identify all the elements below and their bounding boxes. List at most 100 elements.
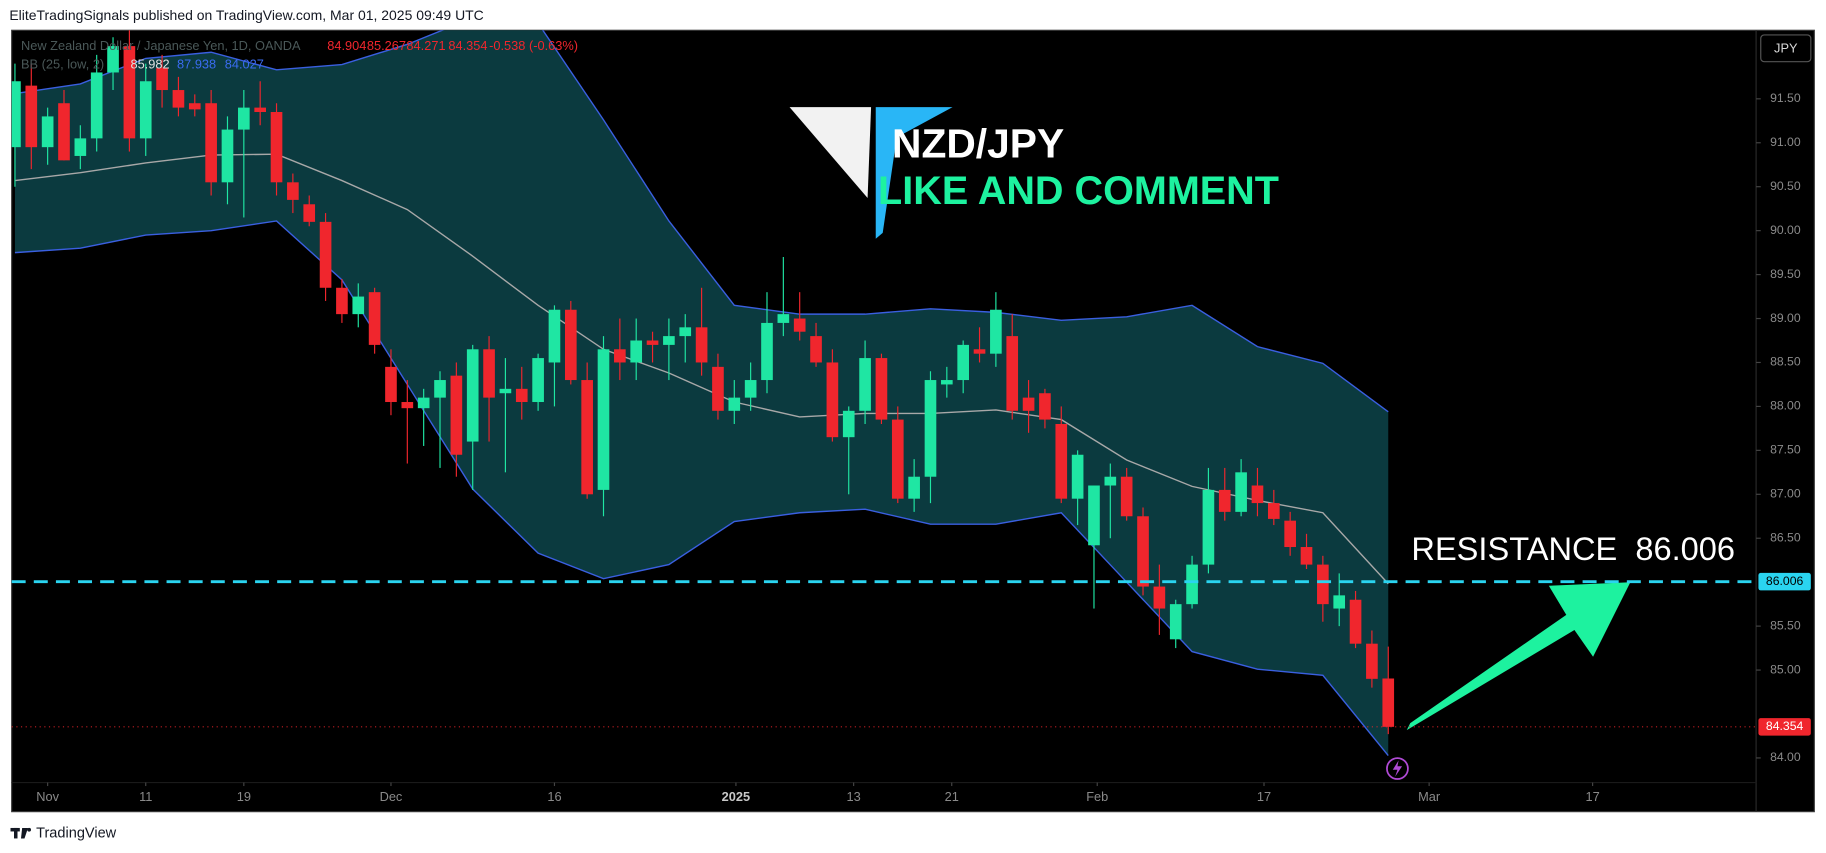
candle-body [581,380,593,495]
candle-body [1218,489,1231,512]
candle-body [712,366,724,411]
candle-body [41,116,54,148]
candle-body [172,90,185,108]
candle-body [188,103,201,110]
candle-body [238,107,250,130]
candle-body [859,358,871,411]
candle-body [58,103,70,161]
legend-symbol: New Zealand Dollar / Japanese Yen, 1D, O… [21,38,301,53]
candle-body [1267,503,1280,519]
x-tick-label: 13 [847,789,861,804]
candle-body [564,309,577,381]
candle-body [1169,604,1182,640]
candle-body [990,309,1002,354]
candle-body [156,68,168,91]
resistance-price-box [1758,572,1811,591]
candle-body [1006,336,1019,411]
logo-white [789,107,872,198]
x-tick-label: 11 [139,789,152,804]
candle-body [417,397,430,409]
candle-body [401,402,414,409]
y-tick-label: 90.00 [1770,223,1801,237]
y-tick-label: 88.00 [1770,399,1801,413]
logo-blue [875,107,953,239]
candle-body [663,336,675,345]
candles [11,30,1395,735]
candle-body [74,138,87,156]
candle-body [139,81,152,139]
candle-body [123,46,136,139]
candle-body [891,419,904,499]
y-tick-label: 85.50 [1770,618,1801,632]
candle-body [385,366,397,403]
candle-body [1317,564,1329,605]
x-tick-label: Nov [36,789,59,804]
candle-body [483,349,495,398]
x-tick-label: 21 [945,789,959,804]
candle-body [614,349,626,363]
last-price-label: 84.354 [1766,719,1804,733]
x-tick-label: Dec [380,789,403,804]
y-tick-label: 86.50 [1770,530,1801,544]
candle-body [793,318,806,332]
candle-body [270,112,283,183]
currency-button[interactable] [1760,34,1812,63]
alert-bolt [1392,760,1403,777]
y-tick-label: 91.50 [1770,91,1801,105]
candle-body [548,309,561,363]
x-tick-label: 16 [547,789,561,804]
last-price-box [1758,718,1811,736]
candle-body [1055,423,1068,499]
candle-body [744,380,757,398]
subtitle: LIKE AND COMMENT [878,169,1279,213]
candle-body [515,388,528,403]
candle-body [205,103,217,183]
candle-body [352,296,365,315]
x-tick-label: Mar [1418,789,1441,804]
publisher-header: EliteTradingSignals published on Trading… [9,7,483,23]
footer-brand: TradingView [36,826,117,842]
candle-body [777,314,790,323]
candle-body [1382,678,1395,727]
currency-label[interactable]: JPY [1774,40,1798,55]
y-tick-label: 87.00 [1770,487,1801,501]
candle-body [1202,489,1215,565]
y-tick-label: 88.50 [1770,355,1801,369]
x-tick-label: Feb [1086,789,1108,804]
candle-body [646,340,659,345]
candle-body [1235,472,1247,512]
arrow [1406,582,1631,731]
resistance-price-label: 86.006 [1766,574,1804,588]
candle-body [1039,393,1051,420]
candle-body [924,380,937,477]
candle-body [221,129,234,183]
legend-bb-lower: 84.027 [225,57,264,72]
candle-body [630,340,643,363]
y-tick-label: 91.00 [1770,135,1801,149]
candle-body [336,287,348,315]
legend-bb-basis: 85.982 [130,57,169,72]
x-tick-label: 2025 [722,789,750,804]
y-tick-label: 90.50 [1770,179,1801,193]
candle-body [1349,599,1362,644]
x-tick-label: 19 [237,789,251,804]
legend-indicator: BB (25, low, 2) [21,57,104,72]
candle-body [1104,476,1117,486]
title: NZD/JPY [892,120,1064,166]
legend-low: 84.271 [406,38,445,53]
legend-open: 84.904 [327,38,366,53]
candle-body [90,72,103,139]
candle-body [303,204,316,222]
y-tick-label: 84.00 [1770,750,1801,764]
candle-body [1300,547,1313,565]
alert-icon [1386,757,1409,780]
legend-bb-upper: 87.938 [177,57,216,72]
candle-body [1251,485,1264,504]
band-upper [14,30,1389,413]
candle-body [466,349,479,442]
legend-close: 84.354 [448,38,487,53]
candle-body [1284,520,1296,548]
candle-body [532,358,544,403]
candle-body [679,327,692,337]
